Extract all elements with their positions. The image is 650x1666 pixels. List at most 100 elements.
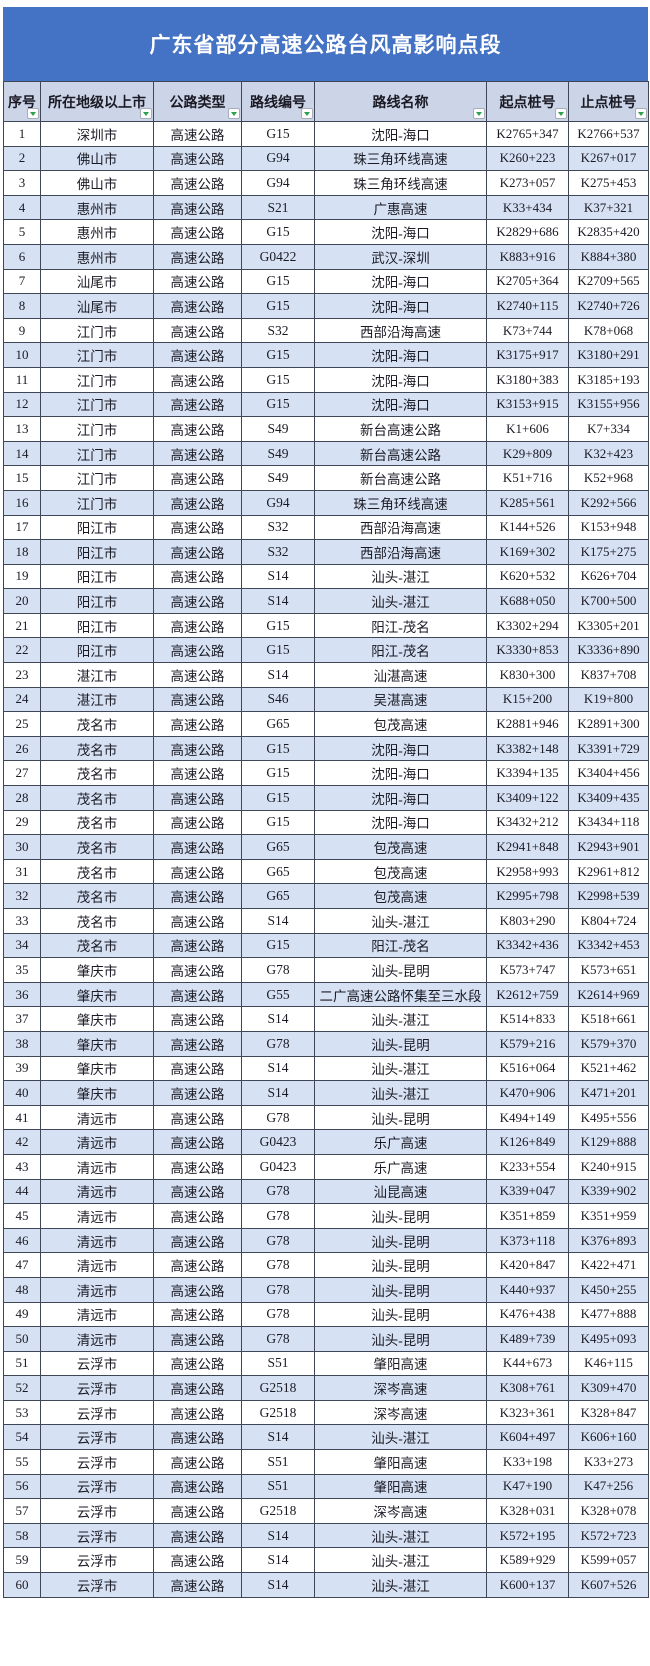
table-cell: S14 bbox=[241, 662, 315, 688]
table-cell: 汕尾市 bbox=[40, 293, 154, 319]
table-cell: K240+915 bbox=[568, 1153, 649, 1180]
table-cell: K803+290 bbox=[486, 908, 569, 934]
table-cell: 茂名市 bbox=[40, 858, 154, 885]
filter-dropdown-icon[interactable] bbox=[301, 108, 313, 119]
page-title: 广东省部分高速公路台风高影响点段 bbox=[149, 33, 502, 57]
table-cell: 汕昆高速 bbox=[314, 1178, 487, 1205]
table-cell: 湛江市 bbox=[40, 686, 154, 713]
table-cell: 茂名市 bbox=[40, 932, 154, 959]
table-row: 34 茂名市 高速公路 G15 阳江-茂名 K3342+436 K3342+453 bbox=[3, 932, 649, 959]
table-cell: 茂名市 bbox=[40, 809, 154, 836]
table-row: 47 清远市 高速公路 G78 汕头-昆明 K420+847 K422+471 bbox=[3, 1252, 649, 1278]
table-cell: 汕头-湛江 bbox=[314, 1424, 487, 1451]
table-row: 38 肇庆市 高速公路 G78 汕头-昆明 K579+216 K579+370 bbox=[3, 1030, 649, 1057]
table-cell: K351+959 bbox=[568, 1203, 649, 1229]
table-cell: K323+361 bbox=[486, 1399, 569, 1426]
table-cell: 高速公路 bbox=[153, 1424, 242, 1451]
table-cell: 32 bbox=[3, 883, 41, 909]
table-cell: G2518 bbox=[241, 1375, 315, 1401]
table-cell: 高速公路 bbox=[153, 145, 242, 172]
table-cell: 17 bbox=[3, 514, 41, 541]
table-cell: 汕头-昆明 bbox=[314, 1030, 487, 1057]
table-cell: 高速公路 bbox=[153, 342, 242, 368]
filter-dropdown-icon[interactable] bbox=[27, 108, 39, 119]
table-cell: K267+017 bbox=[568, 145, 649, 172]
table-cell: K3409+122 bbox=[486, 785, 569, 811]
filter-dropdown-icon[interactable] bbox=[228, 108, 240, 119]
table-cell: K3185+193 bbox=[568, 366, 649, 393]
table-cell: G15 bbox=[241, 637, 315, 664]
table-cell: K420+847 bbox=[486, 1252, 569, 1278]
filter-dropdown-icon[interactable] bbox=[140, 108, 152, 119]
table-cell: K2614+969 bbox=[568, 981, 649, 1008]
table-cell: 茂名市 bbox=[40, 711, 154, 737]
table-cell: 茂名市 bbox=[40, 760, 154, 787]
column-header-label: 路线名称 bbox=[372, 95, 429, 111]
table-cell: 包茂高速 bbox=[314, 711, 487, 737]
table-cell: 54 bbox=[3, 1424, 41, 1451]
table-cell: 高速公路 bbox=[153, 1350, 242, 1377]
table-row: 36 肇庆市 高速公路 G55 二广高速公路怀集至三水段 K2612+759 K2614+9… bbox=[3, 981, 649, 1008]
table-cell: 55 bbox=[3, 1449, 41, 1475]
filter-dropdown-icon[interactable] bbox=[555, 108, 567, 119]
column-header-label: 序号 bbox=[8, 95, 36, 111]
table-cell: 27 bbox=[3, 760, 41, 787]
table-cell: K275+453 bbox=[568, 170, 649, 196]
filter-dropdown-icon[interactable] bbox=[473, 108, 485, 119]
table-cell: 沈阳-海口 bbox=[314, 219, 487, 245]
column-header-2: 所在地级以上市 bbox=[40, 81, 154, 122]
table-row: 43 清远市 高速公路 G0423 乐广高速 K233+554 K240+915 bbox=[3, 1153, 649, 1180]
table-cell: K273+057 bbox=[486, 170, 569, 196]
table-cell: 汕头-湛江 bbox=[314, 1572, 487, 1598]
table-cell: S51 bbox=[241, 1350, 315, 1377]
table-cell: K2705+364 bbox=[486, 268, 569, 295]
table-row: 50 清远市 高速公路 G78 汕头-昆明 K489+739 K495+093 bbox=[3, 1326, 649, 1352]
table-cell: 58 bbox=[3, 1522, 41, 1549]
table-row: 22 阳江市 高速公路 G15 阳江-茂名 K3330+853 K3336+890 bbox=[3, 637, 649, 664]
table-cell: 21 bbox=[3, 612, 41, 639]
table-row: 15 江门市 高速公路 S49 新台高速公路 K51+716 K52+968 bbox=[3, 465, 649, 491]
table-cell: 茂名市 bbox=[40, 735, 154, 762]
table-row: 41 清远市 高速公路 G78 汕头-昆明 K494+149 K495+556 bbox=[3, 1104, 649, 1131]
table-cell: 肇庆市 bbox=[40, 1030, 154, 1057]
column-header-7: 止点桩号 bbox=[568, 81, 649, 122]
table-cell: 惠州市 bbox=[40, 194, 154, 221]
table-cell: 沈阳-海口 bbox=[314, 809, 487, 836]
table-cell: 惠州市 bbox=[40, 243, 154, 270]
table-cell: K2835+420 bbox=[568, 219, 649, 245]
table-cell: 江门市 bbox=[40, 391, 154, 418]
table-cell: 珠三角环线高速 bbox=[314, 170, 487, 196]
table-cell: 汕头-湛江 bbox=[314, 1006, 487, 1032]
table-row: 49 清远市 高速公路 G78 汕头-昆明 K476+438 K477+888 bbox=[3, 1301, 649, 1328]
filter-dropdown-icon[interactable] bbox=[635, 108, 647, 119]
table-cell: 18 bbox=[3, 539, 41, 565]
table-cell: K33+198 bbox=[486, 1449, 569, 1475]
table-cell: K604+497 bbox=[486, 1424, 569, 1451]
table-cell: 沈阳-海口 bbox=[314, 366, 487, 393]
table-cell: 汕头-昆明 bbox=[314, 957, 487, 983]
table-cell: 6 bbox=[3, 243, 41, 270]
table-cell: 高速公路 bbox=[153, 514, 242, 541]
table-cell: 清远市 bbox=[40, 1227, 154, 1254]
table-cell: S14 bbox=[241, 1522, 315, 1549]
table-cell: K3180+291 bbox=[568, 342, 649, 368]
table-row: 26 茂名市 高速公路 G15 沈阳-海口 K3382+148 K3391+729 bbox=[3, 735, 649, 762]
table-cell: S14 bbox=[241, 908, 315, 934]
table-cell: 西部沿海高速 bbox=[314, 317, 487, 344]
table-cell: K2740+115 bbox=[486, 293, 569, 319]
table-cell: K688+050 bbox=[486, 588, 569, 614]
table-cell: S14 bbox=[241, 1006, 315, 1032]
table-cell: 2 bbox=[3, 145, 41, 172]
table-cell: K3432+212 bbox=[486, 809, 569, 836]
table-row: 28 茂名市 高速公路 G15 沈阳-海口 K3409+122 K3409+435 bbox=[3, 785, 649, 811]
table-cell: 高速公路 bbox=[153, 1449, 242, 1475]
table-cell: K3382+148 bbox=[486, 735, 569, 762]
table-row: 59 云浮市 高速公路 S14 汕头-湛江 K589+929 K599+057 bbox=[3, 1547, 649, 1574]
table-cell: 云浮市 bbox=[40, 1547, 154, 1574]
table-cell: 高速公路 bbox=[153, 121, 242, 147]
table-cell: S32 bbox=[241, 514, 315, 541]
table-cell: K339+047 bbox=[486, 1178, 569, 1205]
table-row: 48 清远市 高速公路 G78 汕头-昆明 K440+937 K450+255 bbox=[3, 1276, 649, 1303]
table-cell: K3155+956 bbox=[568, 391, 649, 418]
table-cell: S14 bbox=[241, 1080, 315, 1106]
